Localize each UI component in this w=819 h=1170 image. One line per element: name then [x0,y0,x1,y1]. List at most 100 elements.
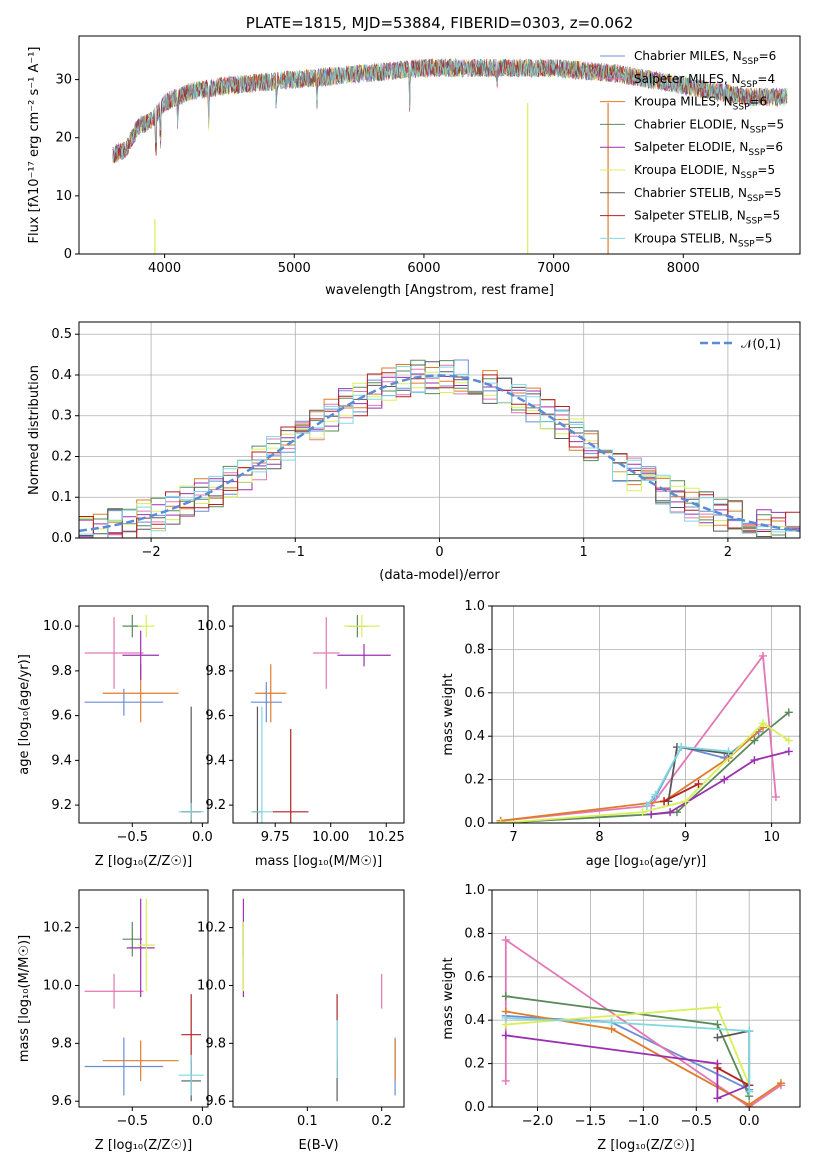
y-tick-label: 10.2 [197,921,226,936]
x-tick-label: 8 [595,830,603,845]
histogram-step [79,372,800,538]
series-point [776,1079,785,1088]
x-tick-label: 10.25 [368,830,405,845]
histogram-step [79,366,800,538]
y-axis-label: mass weight [441,957,456,1039]
axes-frame [78,605,209,824]
x-tick-label: −0.5 [116,830,148,845]
legend-val: =5 [763,209,781,223]
series-point [501,992,510,1001]
x-tick-label: 7 [509,830,517,845]
series-point [745,1027,754,1036]
legend-val: =5 [757,163,775,177]
series-point [681,797,690,806]
panel-z-age: −0.5 0.0 9.2 9.4 9.6 9.8 10.0 Z [log₁₀(Z/Z☉)] ag… [17,605,213,869]
x-tick-label: 10 [763,830,780,845]
plot-area [112,57,788,254]
series-point [660,797,669,806]
plot-area [501,935,785,1107]
x-tick-label: −1 [286,545,305,560]
x-tick-label: 0 [435,545,443,560]
spectrum-line [112,58,788,161]
y-tick-label: 1.0 [464,883,485,898]
x-axis-label: mass [log₁₀(M/M☉)] [255,854,382,869]
y-tick-label: 9.8 [51,1036,72,1051]
legend-label: Chabrier ELODIE, NSSP=5 [634,117,784,135]
panel-mass-age: 9.75 10.00 10.25 9.2 9.4 9.6 9.8 10.0 mass [log₁… [197,605,405,869]
y-tick-label: 0.3 [51,409,72,424]
x-tick-label: 9.75 [261,830,290,845]
histogram-step [79,371,800,538]
x-tick-label: 6000 [407,261,440,276]
legend-val: =6 [759,49,777,63]
x-tick-label: −0.5 [680,1114,712,1129]
series-point [647,810,656,819]
y-tick-label: 9.2 [205,798,226,813]
x-tick-label: 9 [681,830,689,845]
axes-frame [78,889,209,1108]
x-tick-label: −1.5 [575,1114,607,1129]
series-point [501,1014,510,1023]
panel-z-weight: −2.0 −1.5 −1.0 −0.5 0.0 0.0 0.2 0.4 0.6 0.8 1.0 Z [… [441,883,801,1153]
y-tick-label: 9.8 [205,664,226,679]
y-tick-label: 10.0 [43,619,72,634]
normal-curve [79,374,800,533]
series-line [663,783,699,803]
plot-area [242,898,396,1102]
x-tick-label: 0.1 [297,1114,318,1129]
x-tick-label: 8000 [667,261,700,276]
y-tick-label: 9.8 [205,1036,226,1051]
plot-area [496,651,793,823]
legend-val: =4 [757,72,775,86]
series-point [677,743,686,752]
y-tick-label: 0.5 [51,327,72,342]
series-point [672,808,681,817]
legend-sub: SSP [750,125,767,135]
series-point [784,708,793,717]
y-tick-label: 0.2 [51,449,72,464]
plot-area [84,614,204,823]
x-tick-label: 10.00 [312,830,349,845]
x-tick-label: 7000 [537,261,570,276]
x-axis-label: Z [log₁₀(Z/Z☉)] [597,1138,694,1153]
x-tick-label: 0.0 [739,1114,760,1129]
y-tick-label: 0.6 [464,970,485,985]
panel-z-mass: −0.5 0.0 9.6 9.8 10.0 10.2 Z [log₁₀(Z/Z☉)] mass… [17,889,213,1153]
series-point [713,1003,722,1012]
legend-sub: SSP [738,239,755,249]
x-axis-label: (data-model)/error [379,568,500,583]
series-line [646,746,729,807]
y-tick-label: 9.4 [51,753,72,768]
legend-label: Kroupa ELODIE, NSSP=5 [634,163,775,181]
legend-sub: SSP [746,217,763,227]
series-point [750,756,759,765]
series-line [505,1034,750,1100]
series-point [501,1076,510,1085]
series-point [651,790,660,799]
y-tick-label: 0.2 [464,1057,485,1072]
series-point [666,808,675,817]
axes-frame [491,605,801,824]
series-point [638,808,647,817]
y-tick-label: 0.0 [51,531,72,546]
legend-label: Chabrier MILES, NSSP=6 [634,49,776,67]
y-tick-label: 1.0 [464,599,485,614]
series-point [713,1094,722,1103]
x-tick-label: −1.0 [628,1114,660,1129]
x-tick-label: 4000 [148,261,181,276]
y-tick-label: 9.8 [51,664,72,679]
x-tick-label: 1 [580,545,588,560]
legend-val: =5 [755,231,773,245]
panel-residuals: −2 −1 0 1 2 0.0 0.1 0.2 0.3 0.4 0.5 (data-model)/er… [27,321,801,583]
x-axis-label: wavelength [Angstrom, rest frame] [325,283,554,298]
series-line [505,1017,751,1092]
y-tick-label: 9.6 [51,709,72,724]
series-point [759,651,768,660]
legend-sub: SSP [741,80,758,90]
y-axis-label: age [log₁₀(age/yr)] [17,654,32,775]
axes-frame [232,605,405,824]
axes-frame [491,889,801,1108]
series-point [713,1020,722,1029]
series-line [500,726,764,822]
